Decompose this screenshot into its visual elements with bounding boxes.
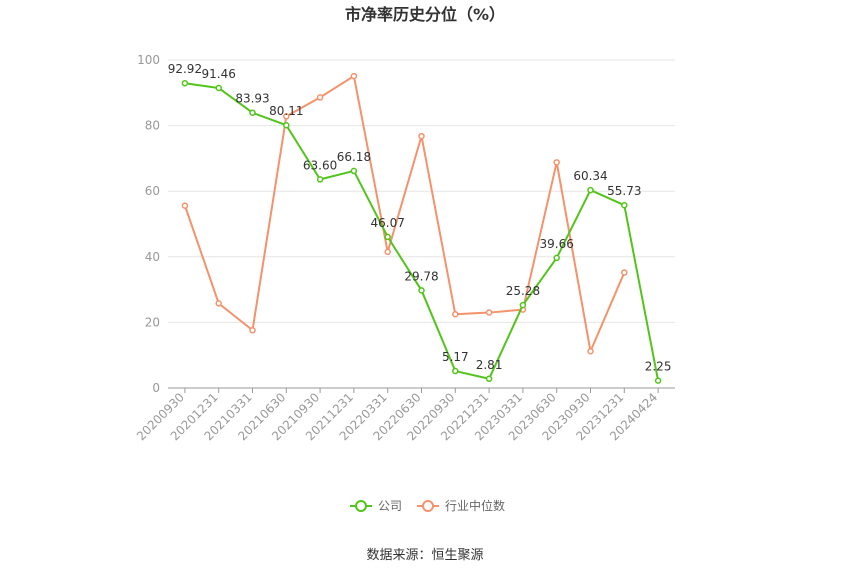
data-label-20240424: 2.25	[645, 360, 672, 374]
legend-item-company[interactable]: 公司	[350, 499, 402, 513]
data-label-20231231: 55.73	[607, 184, 641, 198]
legend[interactable]: 公司 行业中位数	[350, 498, 505, 513]
point-industry-20220930	[452, 310, 459, 318]
data-label-20230930: 60.34	[573, 169, 607, 183]
point-company-20201231	[215, 84, 222, 92]
point-industry-20210930	[316, 94, 324, 101]
data-label-20211231: 66.18	[337, 150, 371, 164]
y-axis: 0 20 40 60 80 100	[137, 53, 160, 395]
legend-label-company: 公司	[378, 499, 402, 513]
y-tick-label-40: 40	[145, 250, 160, 264]
point-industry-20221231	[485, 309, 493, 316]
data-label-20210331: 83.93	[235, 92, 269, 106]
point-industry-20230630	[553, 159, 560, 166]
point-company-20211231	[350, 167, 358, 175]
point-company-20221231	[485, 375, 493, 383]
point-industry-20201231	[215, 300, 222, 307]
data-label-20210930: 63.60	[303, 158, 337, 172]
y-tick-label-20: 20	[145, 315, 160, 329]
y-tick-label-0: 0	[152, 381, 160, 395]
series-layer	[181, 72, 662, 384]
data-label-20210630: 80.11	[269, 104, 303, 118]
data-label-20201231: 91.46	[202, 67, 236, 81]
grid-lines	[168, 59, 675, 323]
point-industry-20210331	[249, 327, 256, 334]
point-company-20220331	[384, 233, 391, 241]
point-industry-20210630	[283, 113, 290, 120]
chart-title: 市净率历史分位（%）	[345, 5, 505, 24]
point-industry-20220331	[384, 248, 391, 256]
legend-item-industry-median[interactable]: 行业中位数	[417, 498, 505, 513]
data-label-20221231: 2.81	[476, 358, 503, 372]
point-industry-20211231	[350, 72, 358, 80]
point-company-20210331	[249, 109, 256, 116]
data-label-20220630: 29.78	[404, 269, 438, 283]
legend-marker-industry-median	[422, 500, 434, 512]
data-label-20220331: 46.07	[371, 216, 405, 230]
point-industry-20220630	[418, 132, 425, 140]
point-company-20231231	[621, 201, 628, 209]
data-label-20200930: 92.92	[168, 62, 202, 76]
x-axis: 2020093020201231202103312021063020210930…	[134, 387, 675, 443]
point-company-20210930	[316, 176, 324, 183]
y-tick-label-100: 100	[137, 53, 160, 67]
y-tick-label-80: 80	[145, 119, 160, 133]
point-company-20220930	[452, 367, 459, 375]
data-label-20230630: 39.66	[540, 237, 574, 251]
point-company-20230331	[519, 301, 527, 309]
source-note: 数据来源：恒生聚源	[366, 548, 483, 563]
point-company-20230930	[587, 186, 594, 194]
point-industry-20231231	[621, 269, 628, 276]
data-label-20220930: 5.17	[442, 350, 469, 364]
point-company-20220630	[418, 287, 425, 294]
data-label-20230331: 25.28	[506, 284, 540, 298]
series-line-industry-median	[183, 75, 626, 353]
point-company-20240424	[654, 377, 662, 384]
point-industry-20230930	[587, 348, 594, 355]
point-company-20200930	[181, 79, 189, 87]
point-industry-20200930	[181, 202, 189, 209]
legend-label-industry-median: 行业中位数	[445, 498, 505, 513]
y-tick-label-60: 60	[145, 184, 160, 198]
legend-marker-company	[355, 500, 367, 512]
point-company-20210630	[283, 121, 290, 129]
point-company-20230630	[553, 254, 560, 262]
